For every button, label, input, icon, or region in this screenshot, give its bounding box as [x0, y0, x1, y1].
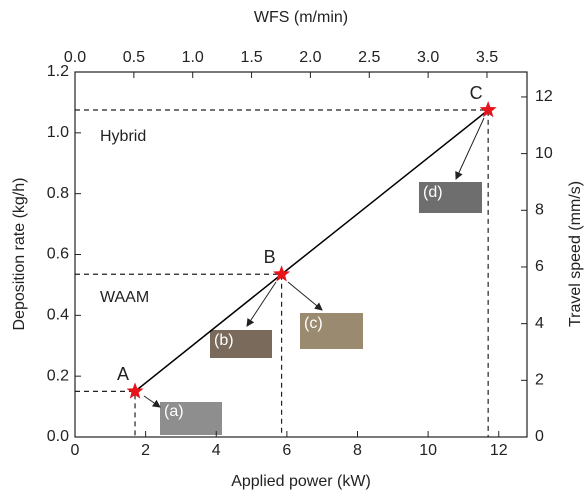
arrow [246, 281, 277, 327]
y2-tick-label: 6 [535, 258, 544, 275]
x2-tick-label: 1.5 [240, 49, 262, 66]
y-axis-label: Deposition rate (kg/h) [11, 178, 28, 331]
x-axis-label: Applied power (kW) [231, 473, 371, 490]
point-marker [479, 101, 497, 118]
point-label: B [264, 247, 276, 267]
annotation: Hybrid [100, 128, 146, 145]
arrow [455, 117, 485, 180]
point-marker [126, 382, 144, 399]
inset-label: (d) [423, 184, 443, 201]
x-tick-label: 0 [71, 442, 80, 459]
inset-image [419, 182, 482, 213]
inset-image [160, 402, 222, 435]
point-label: C [470, 83, 483, 103]
y2-tick-label: 0 [535, 428, 544, 445]
point-marker [273, 265, 291, 282]
x2-tick-label: 0.5 [123, 49, 145, 66]
x-tick-label: 6 [282, 442, 291, 459]
y-tick-label: 1.2 [47, 63, 69, 80]
arrow [143, 395, 161, 408]
point-label: A [117, 364, 129, 384]
y-tick-label: 0.2 [47, 367, 69, 384]
y-tick-label: 0.0 [47, 428, 69, 445]
inset-image [300, 313, 363, 349]
inset-label: (b) [214, 332, 234, 349]
x2-tick-label: 2.5 [358, 49, 380, 66]
inset-label: (c) [304, 315, 323, 332]
inset-image [210, 330, 272, 358]
reference-line [75, 390, 136, 437]
insets: (a) (b) (c) (d) [160, 182, 482, 435]
x2-tick-label: 0.0 [64, 49, 86, 66]
annotation: WAAM [100, 289, 149, 306]
arrows [143, 117, 485, 408]
y2-tick-label: 12 [535, 88, 553, 105]
y2-axis-label: Travel speed (mm/s) [567, 181, 584, 327]
arrow [287, 281, 323, 311]
y2-tick-label: 10 [535, 145, 553, 162]
plot-frame [74, 71, 528, 438]
x-tick-label: 4 [212, 442, 221, 459]
y-tick-label: 0.4 [47, 307, 69, 324]
reference-line [75, 109, 489, 437]
x2-axis-label: WFS (m/min) [254, 9, 348, 26]
x-tick-label: 2 [141, 442, 150, 459]
data-line [134, 109, 489, 392]
y-tick-label: 0.6 [47, 246, 69, 263]
y-tick-label: 1.0 [47, 124, 69, 141]
x-tick-label: 12 [490, 442, 508, 459]
reference-line [75, 273, 283, 437]
y2-tick-label: 8 [535, 202, 544, 219]
x2-tick-label: 3.5 [476, 49, 498, 66]
x2-tick-label: 3.0 [417, 49, 439, 66]
x-tick-label: 10 [419, 442, 437, 459]
y2-tick-label: 2 [535, 372, 544, 389]
y-tick-label: 0.8 [47, 185, 69, 202]
x2-tick-label: 1.0 [182, 49, 204, 66]
x2-tick-label: 2.0 [299, 49, 321, 66]
x-tick-label: 8 [353, 442, 362, 459]
y2-tick-label: 4 [535, 315, 544, 332]
inset-label: (a) [164, 403, 184, 420]
